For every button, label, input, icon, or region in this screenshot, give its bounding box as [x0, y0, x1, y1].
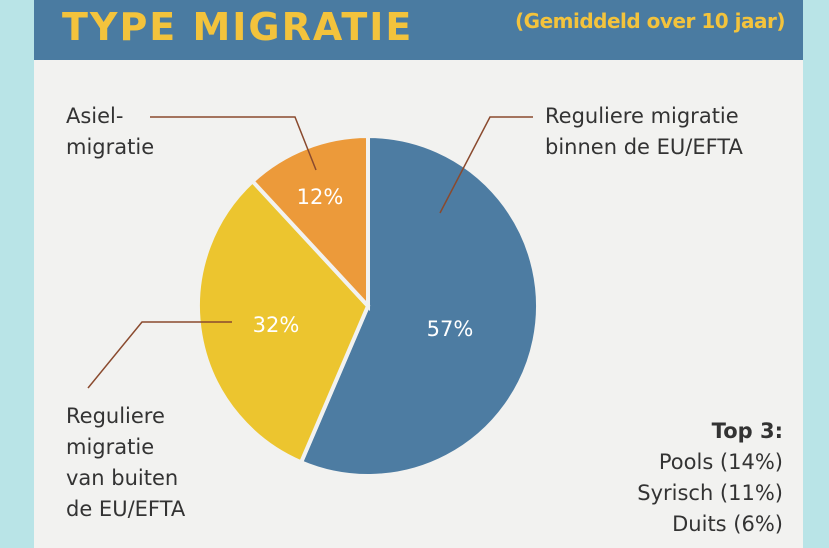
leader-line-asiel — [150, 116, 317, 171]
top3-item: Syrisch (11%) — [637, 481, 783, 505]
slice-value-label: 32% — [253, 313, 300, 337]
slice-value-label: 12% — [297, 185, 344, 209]
top3-item: Pools (14%) — [658, 450, 783, 474]
top3-item: Duits (6%) — [672, 512, 783, 536]
top3-box: Top 3: Pools (14%) Syrisch (11%) Duits (… — [637, 416, 783, 540]
leader-line-reguliere-eu — [439, 116, 533, 214]
chart-subtitle: (Gemiddeld over 10 jaar) — [515, 9, 785, 33]
label-line: Reguliere — [66, 404, 165, 428]
slice-asielmigratie — [249, 133, 370, 312]
label-line: migratie — [66, 135, 155, 159]
header-bar — [34, 0, 803, 60]
slice-value-label: 57% — [427, 317, 474, 341]
chart-title: TYPE MIGRATIE — [62, 5, 414, 49]
top3-title: Top 3: — [711, 419, 783, 443]
label-line: Reguliere migratie — [545, 104, 739, 128]
label-reguliere-buiten-eu: Reguliere migratie van buiten de EU/EFTA — [66, 401, 185, 525]
label-line: van buiten — [66, 466, 179, 490]
label-line: migratie — [66, 435, 155, 459]
slice-reguliere-buiten — [196, 178, 371, 465]
label-asielmigratie: Asiel- migratie — [66, 101, 154, 163]
label-line: binnen de EU/EFTA — [545, 135, 743, 159]
slice-reguliere-eu — [298, 133, 540, 478]
label-line: de EU/EFTA — [66, 497, 186, 521]
leader-line-buiten — [87, 321, 232, 389]
label-reguliere-eu: Reguliere migratie binnen de EU/EFTA — [545, 101, 743, 163]
label-line: Asiel- — [66, 104, 124, 128]
